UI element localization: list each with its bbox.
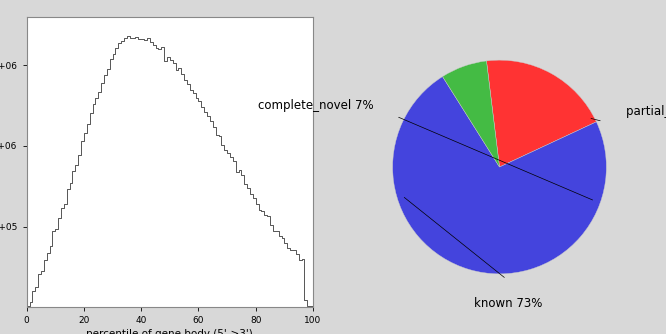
Wedge shape [486, 60, 596, 167]
Text: complete_novel 7%: complete_novel 7% [258, 99, 374, 112]
X-axis label: percentile of gene body (5'->3'): percentile of gene body (5'->3') [87, 329, 253, 334]
Text: partial_novel 20%: partial_novel 20% [625, 105, 666, 118]
Text: known 73%: known 73% [474, 297, 542, 310]
Wedge shape [393, 76, 606, 274]
Wedge shape [442, 61, 500, 167]
